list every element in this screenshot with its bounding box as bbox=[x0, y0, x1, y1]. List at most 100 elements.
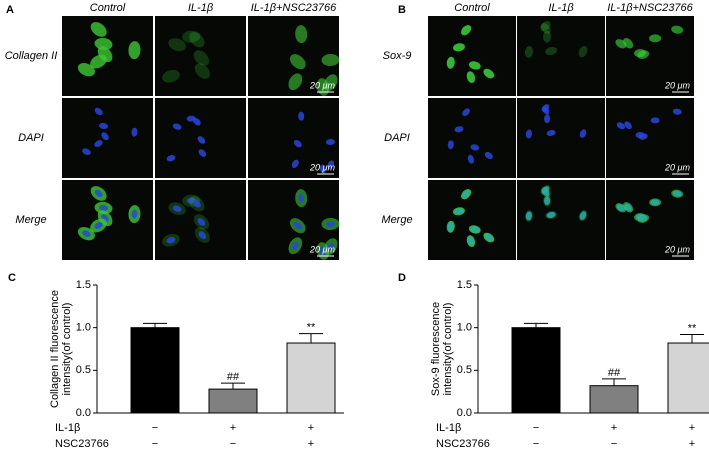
y-axis-label: Sox-9 fluorescenceintensity(of control) bbox=[430, 302, 454, 396]
nucleus bbox=[198, 149, 207, 157]
nucleus bbox=[546, 129, 556, 137]
y-tick-label: 1.0 bbox=[457, 322, 472, 334]
nucleus bbox=[467, 154, 475, 164]
y-axis-label-line: Collagen II fluorescence bbox=[49, 290, 61, 408]
factor-sign: − bbox=[533, 438, 539, 450]
row-label: Sox-9 bbox=[383, 50, 412, 62]
nucleus bbox=[131, 209, 138, 219]
y-tick-label: 0.5 bbox=[457, 364, 472, 376]
column-label: IL-1β+NSC23766 bbox=[251, 2, 337, 14]
panel-label: C bbox=[8, 272, 16, 284]
nucleus bbox=[99, 122, 108, 129]
nucleus bbox=[454, 126, 464, 133]
micrograph bbox=[517, 98, 605, 178]
factor-sign: − bbox=[152, 438, 158, 450]
nucleus bbox=[616, 122, 626, 130]
y-tick-label: 1.5 bbox=[457, 279, 472, 291]
cell bbox=[671, 25, 684, 34]
nucleus bbox=[542, 106, 550, 115]
cell bbox=[461, 25, 472, 36]
nucleus bbox=[525, 129, 532, 139]
nucleus bbox=[94, 189, 103, 198]
row-label: DAPI bbox=[18, 132, 44, 144]
column-label: Control bbox=[90, 2, 126, 14]
panel-label: D bbox=[398, 272, 406, 284]
cell bbox=[290, 54, 306, 70]
scale-label: 20 μm bbox=[309, 244, 335, 254]
scale-label: 20 μm bbox=[309, 162, 335, 172]
nucleus bbox=[291, 241, 299, 250]
cell bbox=[637, 50, 650, 59]
nucleus bbox=[542, 188, 550, 197]
nucleus bbox=[101, 132, 109, 141]
micrograph bbox=[428, 98, 516, 178]
bar bbox=[286, 342, 336, 414]
nucleus bbox=[166, 237, 176, 244]
cell bbox=[541, 23, 551, 34]
cell bbox=[288, 73, 303, 91]
cell bbox=[446, 56, 455, 69]
cell bbox=[615, 39, 627, 49]
scale-label: 20 μm bbox=[664, 80, 690, 90]
cell bbox=[94, 37, 113, 51]
nucleus bbox=[298, 111, 305, 121]
cell bbox=[543, 30, 552, 43]
cell bbox=[77, 63, 95, 77]
y-tick-label: 1.0 bbox=[76, 322, 91, 334]
nucleus bbox=[470, 226, 480, 233]
factor-sign: − bbox=[533, 422, 539, 434]
micrograph bbox=[428, 180, 516, 260]
nucleus bbox=[470, 144, 480, 151]
micrograph bbox=[155, 16, 246, 96]
bar bbox=[589, 385, 639, 414]
micrograph bbox=[517, 16, 605, 96]
nucleus bbox=[454, 208, 464, 215]
y-tick-label: 0.0 bbox=[76, 407, 91, 419]
nucleus bbox=[579, 211, 587, 220]
factor-name: NSC23766 bbox=[436, 438, 490, 450]
significance: ## bbox=[608, 367, 621, 379]
cell bbox=[524, 45, 533, 58]
row-label: DAPI bbox=[384, 132, 410, 144]
factor-sign: − bbox=[611, 438, 617, 450]
bar bbox=[208, 388, 258, 414]
scale-label: 20 μm bbox=[664, 162, 690, 172]
significance: ** bbox=[307, 322, 316, 334]
nucleus bbox=[293, 221, 302, 230]
cell bbox=[128, 41, 141, 60]
nucleus bbox=[467, 236, 475, 246]
significance: ** bbox=[688, 322, 697, 334]
nucleus bbox=[544, 114, 551, 124]
factor-sign: + bbox=[308, 422, 314, 434]
cell bbox=[162, 69, 180, 83]
nucleus bbox=[291, 159, 299, 168]
nucleus bbox=[197, 136, 206, 144]
factor-sign: − bbox=[230, 438, 236, 450]
cell bbox=[189, 32, 205, 48]
cell bbox=[193, 50, 209, 66]
cell bbox=[168, 38, 186, 52]
nucleus bbox=[447, 140, 454, 150]
cell bbox=[194, 63, 210, 79]
nucleus bbox=[193, 199, 201, 208]
factor-sign: + bbox=[230, 422, 236, 434]
nucleus bbox=[82, 148, 91, 155]
column-label: IL-1β bbox=[548, 2, 574, 14]
column-label: IL-1β bbox=[188, 2, 214, 14]
micrograph bbox=[517, 180, 605, 260]
significance: ## bbox=[227, 371, 240, 383]
nucleus bbox=[293, 139, 302, 148]
cell bbox=[323, 74, 338, 92]
factor-sign: + bbox=[689, 438, 695, 450]
factor-sign: + bbox=[308, 438, 314, 450]
nucleus bbox=[327, 160, 335, 169]
y-tick-label: 1.5 bbox=[76, 279, 91, 291]
nucleus bbox=[193, 117, 201, 126]
nucleus bbox=[198, 231, 207, 239]
column-label: IL-1β+NSC23766 bbox=[607, 2, 693, 14]
nucleus bbox=[94, 140, 103, 148]
nucleus bbox=[484, 151, 493, 160]
nucleus bbox=[197, 218, 206, 226]
column-label: Control bbox=[454, 2, 490, 14]
